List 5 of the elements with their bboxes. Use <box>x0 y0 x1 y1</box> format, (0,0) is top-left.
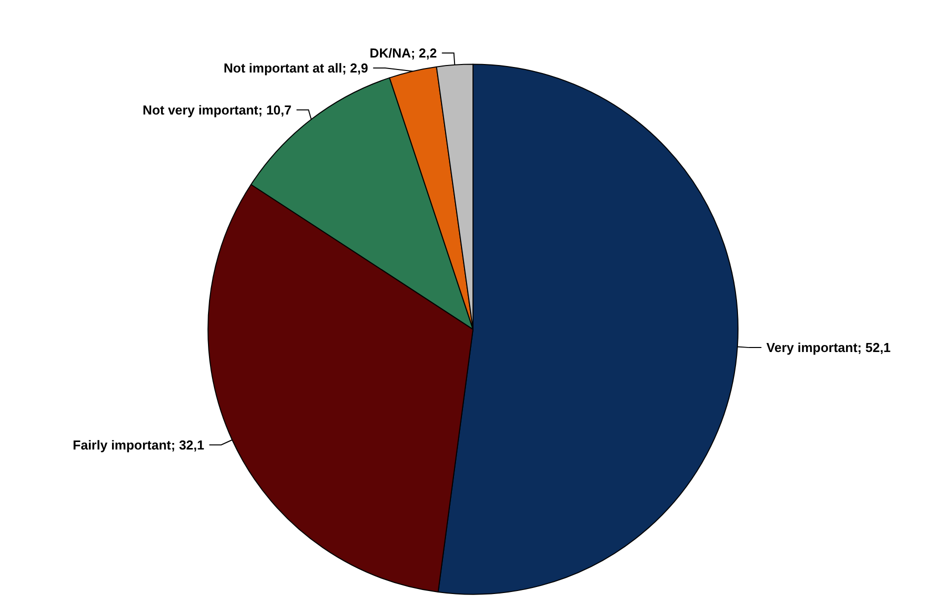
slice-label: Not important at all; 2,9 <box>224 60 368 76</box>
slice-label: Not very important; 10,7 <box>142 102 292 118</box>
slice-label: Fairly important; 32,1 <box>72 437 204 452</box>
slice-label: DK/NA; 2,2 <box>370 45 437 60</box>
slice-label: Very important; 52,1 <box>766 340 891 356</box>
